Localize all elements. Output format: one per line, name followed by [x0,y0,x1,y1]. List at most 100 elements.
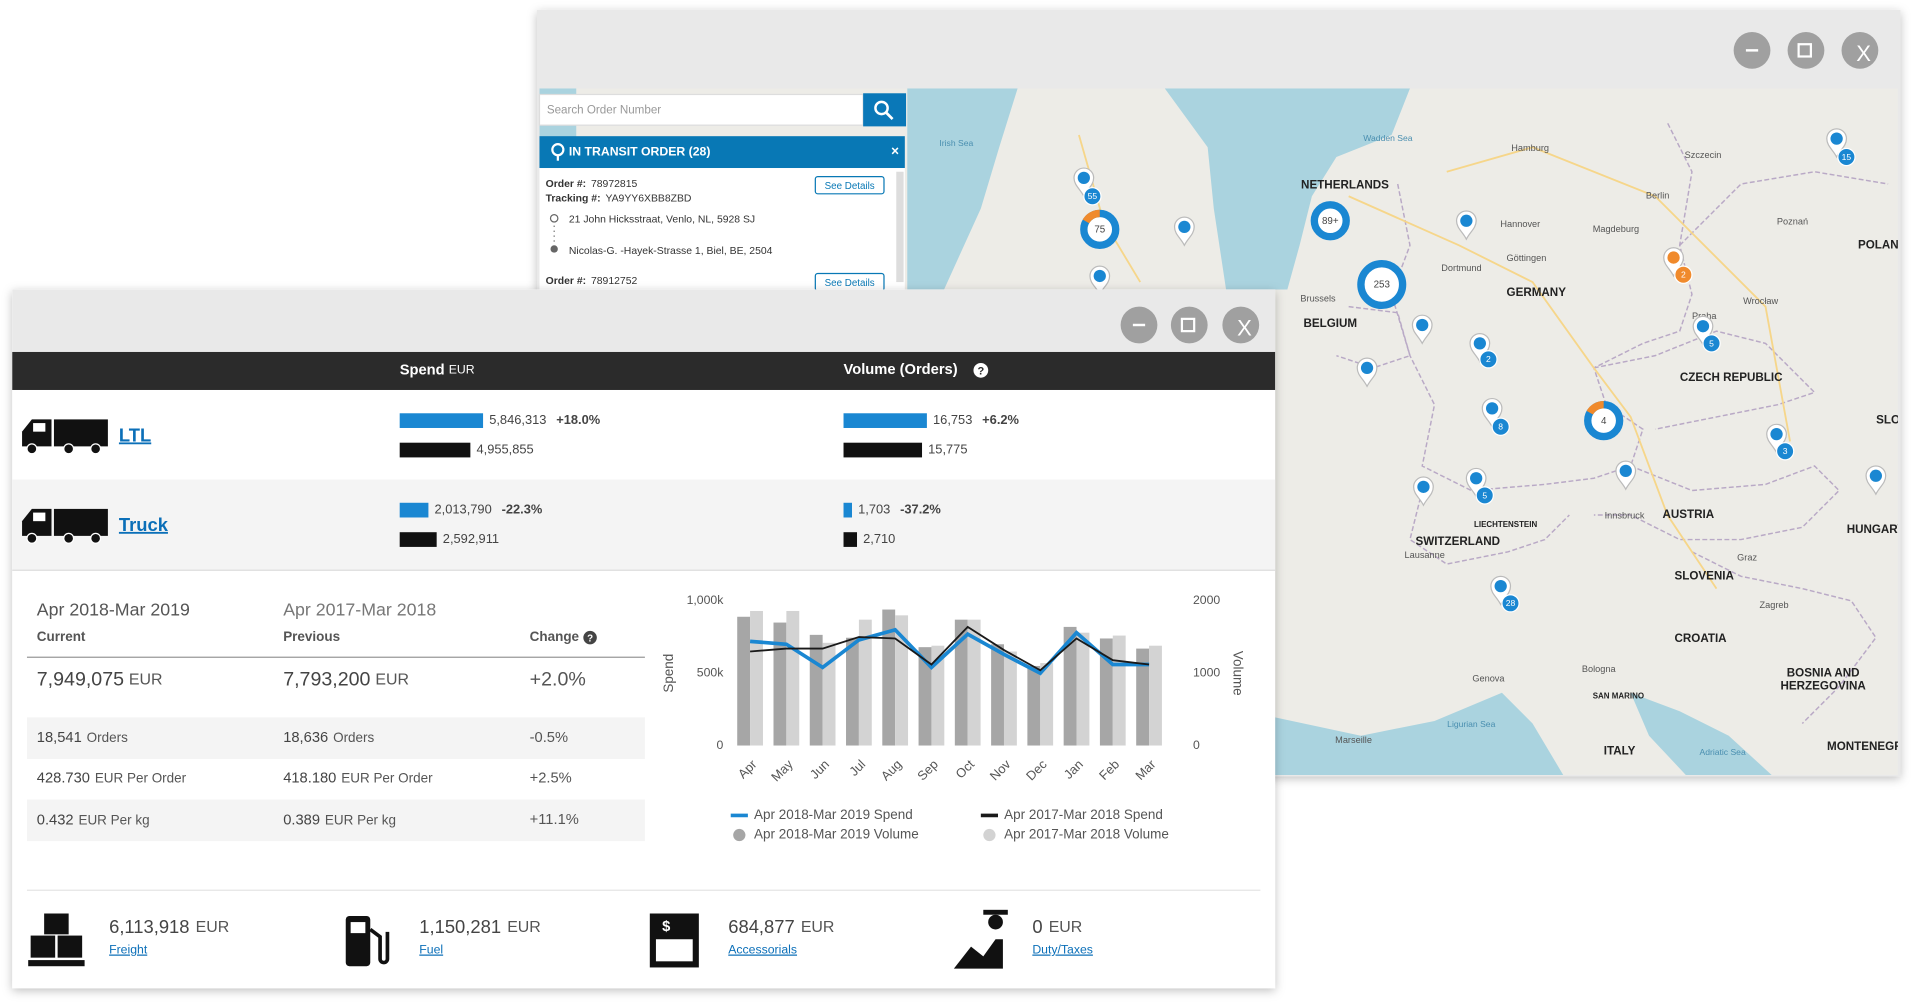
volume-bar [858,619,872,746]
map-pin-dot [1619,464,1632,478]
legend-label[interactable]: Apr 2018-Mar 2019 Volume [754,827,919,842]
cluster-badge [1837,147,1856,167]
help-icon[interactable] [973,363,989,378]
summary-value: 7,793,200 EUR [283,669,409,691]
volume-bar [843,502,852,518]
amount: 684,877 [728,916,794,937]
amount: 6,113,918 [109,916,189,937]
carrier-link[interactable]: LTL [119,424,151,445]
fuel-icon [350,922,366,934]
legend-label[interactable]: Apr 2017-Mar 2018 Spend [1004,807,1163,822]
cluster-ring[interactable] [1357,260,1407,310]
volume-bar [918,647,932,746]
truck-window [33,512,46,522]
value: 0.389 [283,812,320,828]
cost-link[interactable]: Duty/Taxes [1032,943,1093,957]
spend-bar [399,502,429,518]
truck-wheel [90,532,102,544]
pin-icon [551,143,565,157]
truck-wheel [26,532,38,544]
legend-swatch [733,828,746,842]
spend-line [750,625,1150,672]
period: Apr 2018-Mar 2019 [37,599,190,619]
cluster-badge [1475,486,1494,505]
value: 18,636 [283,730,328,746]
volume-bar [882,609,896,746]
volume-bar [843,532,858,547]
close-panel[interactable]: × [891,144,899,159]
restore-button[interactable] [1787,31,1825,69]
city-label: Lausanne [1404,550,1444,560]
close-button[interactable] [1222,306,1260,344]
map-pin-dot [1485,402,1499,415]
summary-value: 18,541 Orders [37,730,128,746]
cluster-count: 3 [1783,446,1788,456]
cost-link[interactable]: Freight [109,943,148,957]
unit: EUR [507,919,541,936]
cost-amount: 1,150,281 EUR [419,916,541,937]
spend-unit: EUR [449,363,475,377]
country-label: LIECHTENSTEIN [1474,520,1537,529]
tracking-label: Tracking #: [546,193,601,204]
spend-change: +18.0% [556,412,601,427]
order-number: 78972815 [591,179,638,190]
sea-label: Ligurian Sea [1447,719,1495,729]
city-label: Hannover [1500,219,1540,229]
unit: EUR Per kg [78,812,149,827]
spend-bar [399,413,484,428]
restore-button[interactable] [1170,306,1208,344]
volume-bar [750,610,763,746]
transit-header[interactable] [539,136,905,169]
details-button[interactable] [814,176,885,195]
cluster-ring[interactable] [1310,201,1350,241]
volume-bar [846,637,859,746]
value: 418.180 [283,771,336,787]
cluster-count: 2 [1486,354,1491,364]
volume-bar [1136,648,1150,746]
spend-change: -22.3% [502,502,543,517]
country-label: NETHERLANDS [1301,178,1389,191]
cost-amount: 6,113,918 EUR [109,916,229,937]
search-icon [874,100,889,116]
tracking-line: Tracking #: YA9YY6XBB8ZBD [546,193,692,204]
city-label: Szczecin [1685,150,1722,160]
summary-value: 418.180 EUR Per Order [283,770,433,786]
cluster-count: 28 [1506,598,1516,608]
cluster-count: 55 [1088,191,1098,201]
unit: EUR Per kg [325,812,396,827]
volume-bar [1040,663,1054,746]
help-icon[interactable] [583,630,597,645]
map-pin-dot [1093,269,1106,283]
cluster-count: 2 [1681,270,1686,280]
close-button[interactable] [1841,31,1879,69]
summary-change: +2.0% [530,669,586,691]
order-label: Order #: [546,179,586,190]
summary-value: 428.730 EUR Per Order [37,770,187,786]
carrier-link[interactable]: Truck [119,514,169,535]
details-button-label: See Details [825,181,875,192]
volume-bar [773,622,787,746]
city-label: Wrocław [1743,296,1778,306]
row-background [26,717,645,760]
cost-link[interactable]: Fuel [419,943,443,957]
legend-label[interactable]: Apr 2018-Mar 2019 Spend [754,807,913,822]
cluster-badge [1674,265,1693,284]
search-button[interactable] [863,93,907,127]
y-tick-label: 1,000k [687,593,725,607]
truck-wheel [63,443,75,455]
legend-label[interactable]: Apr 2017-Mar 2018 Volume [1004,827,1169,842]
cluster-count: 253 [1374,280,1391,291]
freight-icon [30,935,56,958]
spend-title: Spend [400,362,445,378]
cost-link[interactable]: Accessorials [728,943,797,957]
spend-value: 4,955,855 [476,441,533,456]
unit: Orders [333,730,374,745]
volume-bar [954,619,968,746]
order-line: Order #: 78912752 [546,276,638,287]
borders [1336,122,1889,724]
unit: EUR [801,919,835,936]
y-axis-label: Spend [661,654,676,693]
sea-label: Adriatic Sea [1699,747,1745,757]
freight-icon [57,935,83,958]
